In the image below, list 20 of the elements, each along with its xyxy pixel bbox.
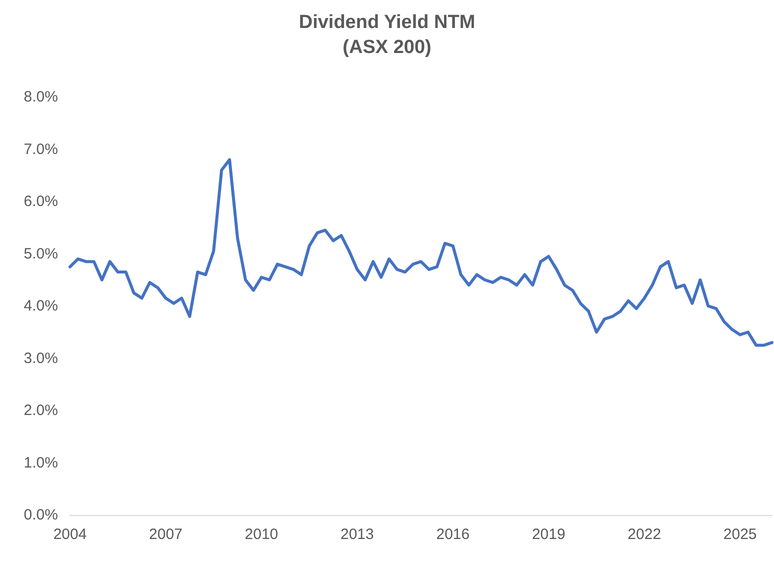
y-tick-label: 3.0% (24, 350, 58, 367)
y-tick-label: 2.0% (24, 402, 58, 419)
x-tick-label: 2022 (628, 526, 662, 543)
x-tick-label: 2007 (149, 526, 182, 543)
y-tick-label: 7.0% (24, 140, 58, 158)
y-tick-label: 8.0% (24, 88, 58, 106)
y-tick-label: 4.0% (24, 298, 58, 314)
x-tick-label: 2025 (723, 526, 757, 543)
chart-title: Dividend Yield NTM (298, 12, 476, 33)
y-tick-label: 6.0% (24, 193, 58, 210)
x-tick-label: 2019 (532, 526, 566, 543)
x-tick-label: 2004 (53, 526, 87, 543)
y-tick-label: 0.0% (24, 506, 58, 524)
x-tick-label: 2016 (436, 526, 470, 543)
line-series (68, 158, 774, 347)
y-tick-label: 1.0% (24, 454, 58, 472)
x-tick-label: 2010 (244, 526, 278, 543)
x-tick-label: 2013 (340, 526, 374, 543)
y-tick-label: 5.0% (24, 245, 58, 262)
chart-subtitle: (ASX 200) (342, 37, 432, 58)
